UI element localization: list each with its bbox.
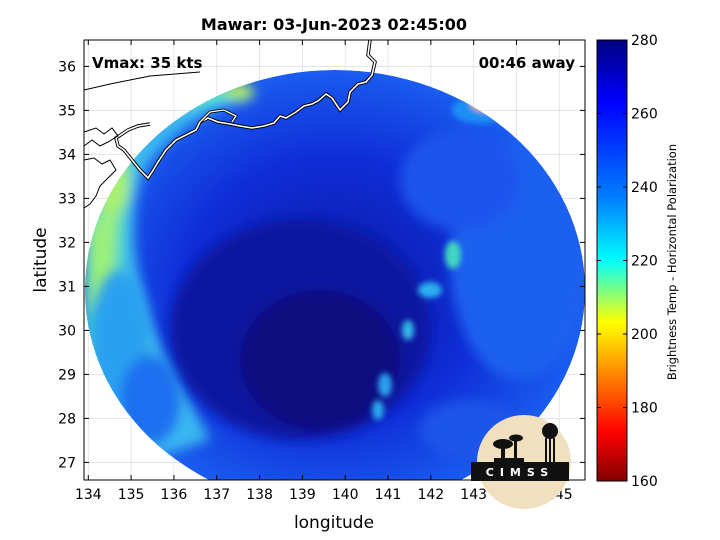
coastline	[84, 40, 377, 209]
colorbar-ticks: 160 180 200 220 240 260 280	[597, 33, 658, 490]
x-tick-label: 140	[332, 487, 359, 503]
colorbar-gradient	[596, 39, 628, 482]
chart-title: Mawar: 03-Jun-2023 02:45:00	[201, 15, 467, 34]
y-tick-label: 36	[58, 59, 76, 75]
colorbar-tick-label: 280	[631, 33, 658, 49]
y-tick-label: 29	[58, 367, 76, 383]
x-tick-label: 137	[203, 487, 230, 503]
east-field	[400, 130, 585, 380]
x-tick-label: 136	[161, 487, 188, 503]
colorbar-tick-label: 180	[631, 401, 658, 417]
logo-text: CIMSS	[486, 466, 554, 479]
time-away-annotation: 00:46 away	[479, 54, 576, 72]
y-tick-label: 28	[58, 411, 76, 427]
cold-core	[170, 220, 430, 440]
axes-frame	[83, 39, 586, 481]
swath-image	[85, 70, 585, 480]
colorbar-label: Brightness Temp - Horizontal Polarizatio…	[665, 144, 679, 380]
y-tick-label: 31	[58, 279, 76, 295]
colorbar-tick-label: 220	[631, 254, 658, 270]
y-tick-label: 32	[58, 235, 76, 251]
colorbar: 160 180 200 220 240 260 280 Brightness Temp - …	[596, 33, 679, 490]
y-tick-label: 35	[58, 103, 76, 119]
x-axis-label: longitude	[294, 513, 374, 533]
y-axis-ticks: 27 28 29 30 31 32 33 34 35 36	[58, 59, 585, 471]
colorbar-tick-label: 240	[631, 180, 658, 196]
y-tick-label: 30	[58, 323, 76, 339]
colorbar-tick-label: 200	[631, 327, 658, 343]
y-tick-label: 33	[58, 191, 76, 207]
y-tick-label: 34	[58, 147, 76, 163]
logo-silhouette	[493, 423, 558, 462]
x-tick-label: 138	[246, 487, 273, 503]
x-tick-label: 134	[75, 487, 102, 503]
y-axis-label: latitude	[31, 227, 51, 292]
rain-bands	[372, 241, 461, 420]
x-tick-label: 143	[460, 487, 487, 503]
vmax-annotation: Vmax: 35 kts	[92, 54, 202, 72]
x-tick-label: 141	[375, 487, 402, 503]
colorbar-tick-label: 260	[631, 107, 658, 123]
colorbar-tick-label: 160	[631, 474, 658, 490]
y-tick-label: 27	[58, 455, 76, 471]
plot-area	[83, 39, 586, 481]
cimss-logo: CIMSS	[471, 415, 571, 509]
x-tick-label: 139	[289, 487, 316, 503]
logo-banner	[471, 462, 569, 481]
x-tick-label: 142	[417, 487, 444, 503]
x-tick-label: 135	[118, 487, 145, 503]
